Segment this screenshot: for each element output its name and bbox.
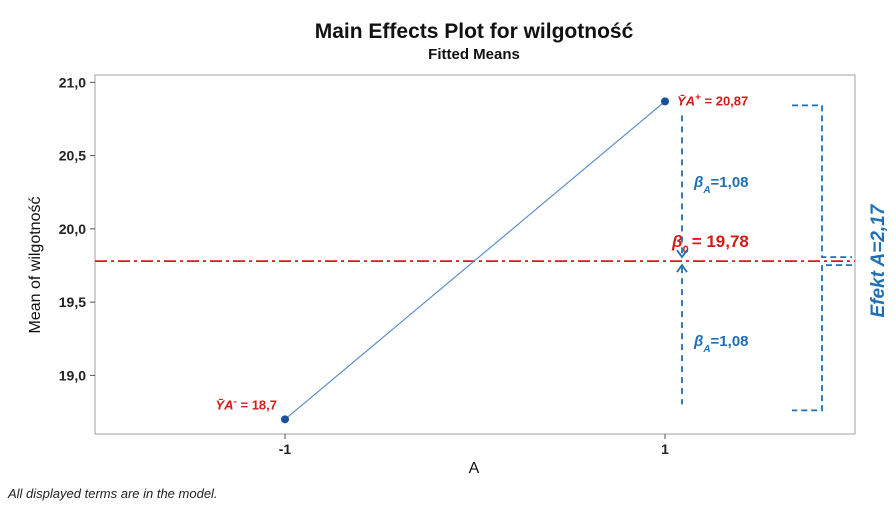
annotation-beta-a-upper: βA=1,08 (693, 174, 749, 196)
ann-low-letter: A (223, 397, 233, 412)
annotation-beta0: β0 = 19,78 (671, 232, 749, 256)
beta-a-lower-symbol: β (693, 333, 703, 350)
beta-a-upper-value: =1,08 (711, 174, 749, 191)
x-axis: -1 1 (279, 434, 669, 457)
y-tick-label: 19,0 (59, 367, 86, 383)
footnote: All displayed terms are in the model. (7, 486, 218, 501)
effect-bracket (792, 104, 852, 412)
ann-low-sup: - (234, 396, 237, 407)
arrow-down-icon (676, 249, 688, 259)
chart-subtitle: Fitted Means (428, 46, 520, 63)
y-tick-label: 20,0 (59, 221, 86, 237)
ann-high-value: = 20,87 (701, 93, 748, 108)
ann-high-prefix: Ȳ (677, 93, 687, 108)
series-line (284, 100, 666, 420)
data-point-low (281, 415, 289, 424)
y-tick-label: 19,5 (59, 294, 86, 310)
annotation-effect: Efekt A=2,17 (868, 203, 889, 317)
y-axis: 19,0 19,5 20,0 20,5 21,0 (59, 74, 95, 383)
beta-a-lower-sub: A (702, 344, 710, 355)
annotation-beta-a-lower: βA=1,08 (693, 333, 749, 355)
plot-area (94, 74, 856, 435)
beta0-value: = 19,78 (692, 232, 749, 251)
ann-low-prefix: Ȳ (215, 397, 225, 412)
annotation-high-point: ȲA+ = 20,87 (677, 92, 748, 109)
ann-high-sup: + (695, 92, 701, 103)
x-axis-label: A (469, 460, 480, 477)
beta-a-upper-symbol: β (693, 174, 703, 191)
x-tick-label: 1 (661, 441, 669, 457)
ann-high-letter: A (685, 93, 695, 108)
y-tick-label: 21,0 (59, 74, 86, 90)
beta-a-lower-value: =1,08 (711, 333, 749, 350)
annotation-low-point: ȲA- = 18,7 (215, 396, 277, 413)
data-point-high (661, 97, 669, 106)
chart-title: Main Effects Plot for wilgotność (315, 20, 634, 43)
y-tick-label: 20,5 (59, 148, 86, 164)
beta-a-upper-sub: A (702, 185, 710, 196)
beta0-symbol: β (671, 232, 683, 251)
x-tick-label: -1 (279, 441, 292, 457)
y-axis-label: Mean of wilgotność (27, 197, 44, 334)
beta0-sub: 0 (683, 244, 689, 256)
arrow-up-icon (676, 263, 688, 273)
ann-low-value: = 18,7 (237, 397, 277, 412)
